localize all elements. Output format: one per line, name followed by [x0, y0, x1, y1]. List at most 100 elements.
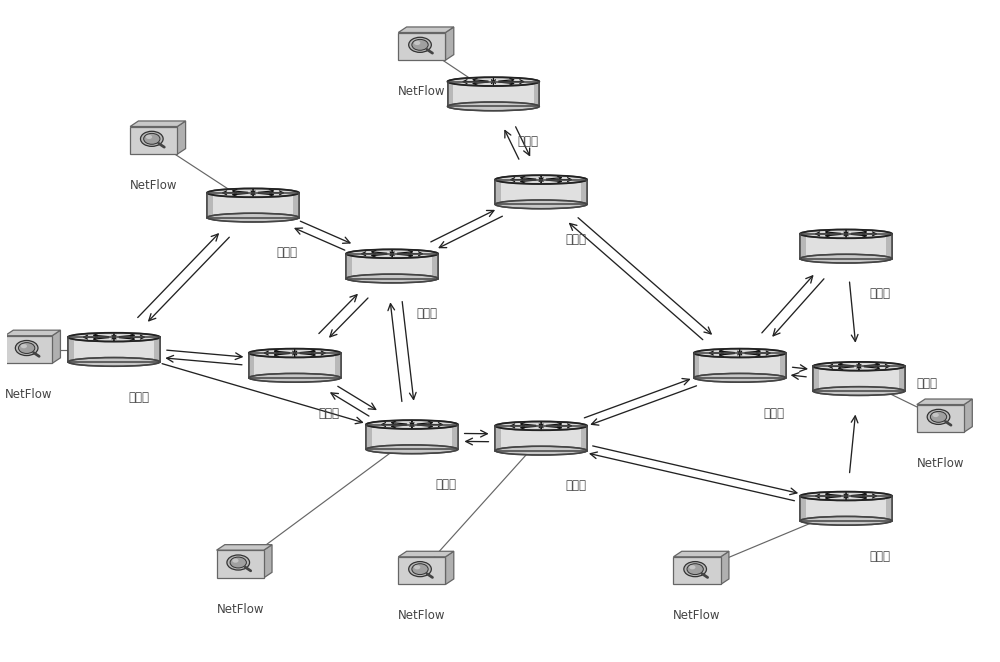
Bar: [534, 81, 539, 107]
Polygon shape: [673, 551, 729, 557]
Bar: [917, 404, 964, 432]
Bar: [448, 81, 539, 107]
Circle shape: [227, 555, 250, 570]
Ellipse shape: [800, 254, 892, 263]
Bar: [68, 337, 160, 362]
Bar: [886, 496, 892, 521]
Bar: [813, 366, 905, 391]
Bar: [207, 193, 299, 218]
Text: NetFlow: NetFlow: [130, 179, 177, 192]
Bar: [780, 353, 786, 378]
Text: NetFlow: NetFlow: [5, 388, 52, 401]
Ellipse shape: [813, 362, 905, 371]
Bar: [448, 81, 539, 107]
Bar: [249, 353, 341, 378]
Circle shape: [232, 559, 239, 563]
Bar: [346, 254, 438, 279]
Bar: [886, 234, 892, 259]
Polygon shape: [130, 121, 186, 126]
Bar: [800, 496, 892, 521]
Bar: [346, 254, 352, 279]
Bar: [398, 557, 445, 585]
Ellipse shape: [495, 175, 587, 184]
Polygon shape: [264, 545, 272, 578]
Text: 路由器: 路由器: [319, 406, 340, 420]
Text: 路由器: 路由器: [277, 246, 298, 260]
Circle shape: [409, 561, 431, 577]
Ellipse shape: [448, 102, 539, 111]
Bar: [249, 353, 254, 378]
Text: NetFlow: NetFlow: [398, 85, 446, 98]
Bar: [249, 353, 341, 378]
Text: 路由器: 路由器: [917, 377, 938, 391]
Text: 路由器: 路由器: [129, 391, 150, 404]
Bar: [68, 337, 160, 362]
Text: 路由器: 路由器: [416, 307, 437, 320]
Bar: [293, 193, 299, 218]
Text: 路由器: 路由器: [764, 406, 785, 420]
Ellipse shape: [800, 492, 892, 500]
Bar: [581, 179, 587, 205]
Bar: [813, 366, 819, 391]
Bar: [800, 496, 892, 521]
Ellipse shape: [366, 445, 458, 453]
Ellipse shape: [346, 250, 438, 258]
Circle shape: [689, 565, 695, 569]
Bar: [694, 353, 699, 378]
Ellipse shape: [346, 274, 438, 283]
Circle shape: [230, 557, 246, 568]
Bar: [207, 193, 299, 218]
Bar: [581, 426, 587, 451]
Text: NetFlow: NetFlow: [216, 602, 264, 616]
Ellipse shape: [813, 387, 905, 395]
Bar: [813, 366, 905, 391]
Circle shape: [15, 340, 38, 355]
Polygon shape: [917, 399, 972, 404]
Bar: [495, 426, 587, 451]
Polygon shape: [177, 121, 186, 154]
Bar: [495, 179, 501, 205]
Text: NetFlow: NetFlow: [398, 609, 446, 622]
Bar: [366, 424, 458, 449]
Ellipse shape: [207, 213, 299, 222]
Bar: [366, 424, 372, 449]
Bar: [694, 353, 786, 378]
Text: 路由器: 路由器: [436, 478, 457, 491]
Bar: [800, 234, 892, 259]
Polygon shape: [217, 545, 272, 550]
Bar: [432, 254, 438, 279]
Ellipse shape: [366, 420, 458, 429]
Ellipse shape: [694, 373, 786, 382]
Ellipse shape: [495, 200, 587, 209]
Text: 路由器: 路由器: [870, 549, 891, 563]
Bar: [800, 234, 892, 259]
Circle shape: [414, 565, 420, 569]
Bar: [800, 234, 806, 259]
Bar: [366, 424, 458, 449]
Circle shape: [140, 131, 163, 146]
Polygon shape: [721, 551, 729, 585]
Bar: [398, 32, 445, 60]
Bar: [207, 193, 213, 218]
Circle shape: [409, 37, 431, 52]
Bar: [5, 336, 52, 363]
Text: 路由器: 路由器: [870, 287, 891, 301]
Polygon shape: [398, 551, 454, 557]
Bar: [694, 353, 786, 378]
Ellipse shape: [249, 349, 341, 357]
Ellipse shape: [495, 446, 587, 455]
Bar: [495, 179, 587, 205]
Circle shape: [146, 135, 152, 139]
Text: 路由器: 路由器: [565, 479, 586, 493]
Circle shape: [687, 564, 703, 575]
Bar: [448, 81, 453, 107]
Ellipse shape: [68, 333, 160, 342]
Text: 路由器: 路由器: [517, 135, 538, 148]
Polygon shape: [398, 27, 454, 32]
Circle shape: [19, 343, 35, 354]
Bar: [130, 126, 177, 154]
Bar: [673, 557, 721, 585]
Bar: [68, 337, 74, 362]
Bar: [495, 426, 587, 451]
Text: NetFlow: NetFlow: [673, 609, 721, 622]
